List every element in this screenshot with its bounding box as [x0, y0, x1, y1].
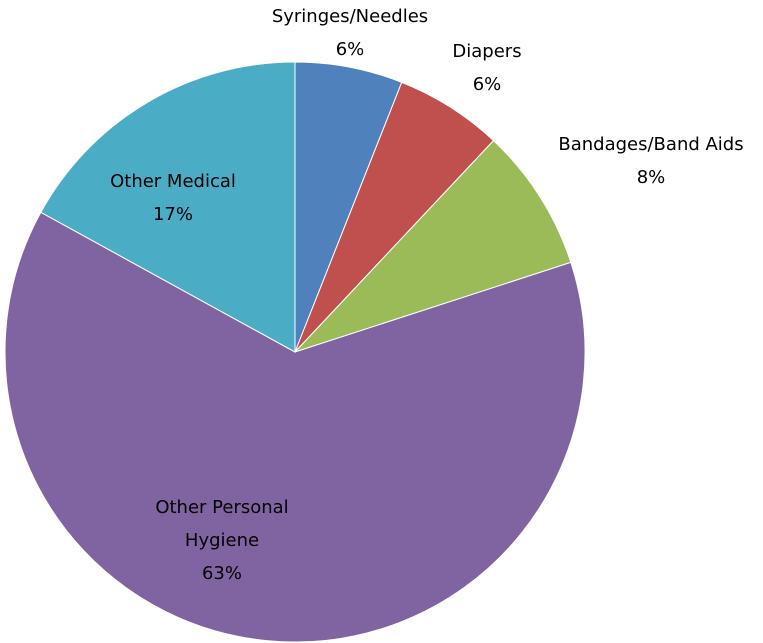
- value-label: 8%: [637, 167, 666, 188]
- value-label: 17%: [153, 204, 193, 225]
- slice-label: Bandages/Band Aids: [558, 134, 743, 155]
- pie-slice: [4, 211, 586, 643]
- value-label: 6%: [336, 39, 365, 60]
- pie-slice: [294, 139, 572, 353]
- slice-label: Other Personal Hygiene: [155, 497, 288, 551]
- slice-label: Other Medical: [110, 171, 236, 192]
- pie-slice: [40, 61, 296, 353]
- slice-label: Syringes/Needles: [272, 6, 428, 27]
- value-label: 63%: [202, 563, 242, 584]
- slice-label: Diapers: [452, 41, 521, 62]
- value-label: 6%: [473, 74, 502, 95]
